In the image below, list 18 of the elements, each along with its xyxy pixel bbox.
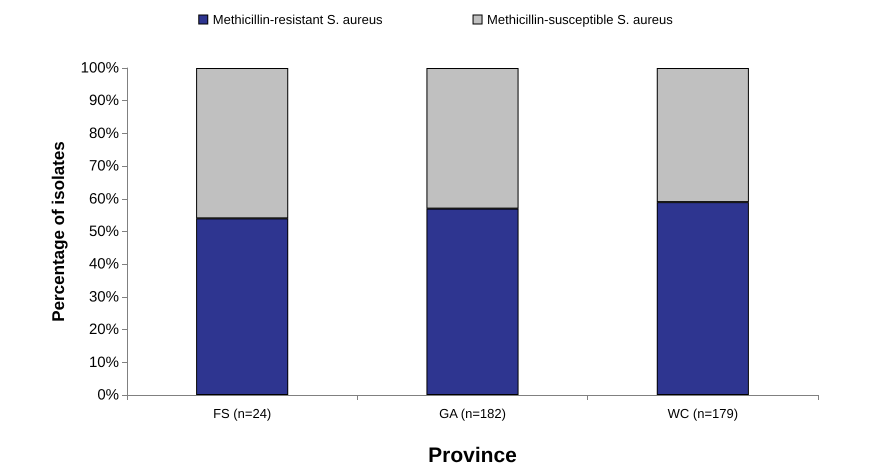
legend-label: Methicillin-resistant S. aureus [212, 12, 384, 27]
y-tick-label: 60% [88, 190, 119, 208]
y-axis-title: Percentage of isolates [49, 141, 68, 322]
x-tick-label: WC (n=179) [668, 406, 738, 421]
y-tick-label: 40% [88, 256, 119, 273]
y-tick-label: 90% [88, 92, 119, 110]
legend-label: Methicillin-susceptible S. aureus [487, 12, 674, 27]
y-tick-label: 70% [88, 158, 119, 175]
y-tick-label: 0% [97, 386, 119, 404]
x-tick-label: GA (n=182) [439, 406, 506, 421]
y-tick-label: 30% [88, 288, 119, 306]
x-tick-label: FS (n=24) [213, 406, 272, 421]
y-tick-label: 20% [88, 321, 119, 338]
y-tick-label: 50% [88, 223, 119, 240]
y-tick-label: 80% [88, 124, 119, 142]
y-tick-label: 100% [80, 60, 119, 76]
y-tick-label: 10% [88, 354, 119, 371]
x-axis-title: Province [428, 444, 517, 467]
